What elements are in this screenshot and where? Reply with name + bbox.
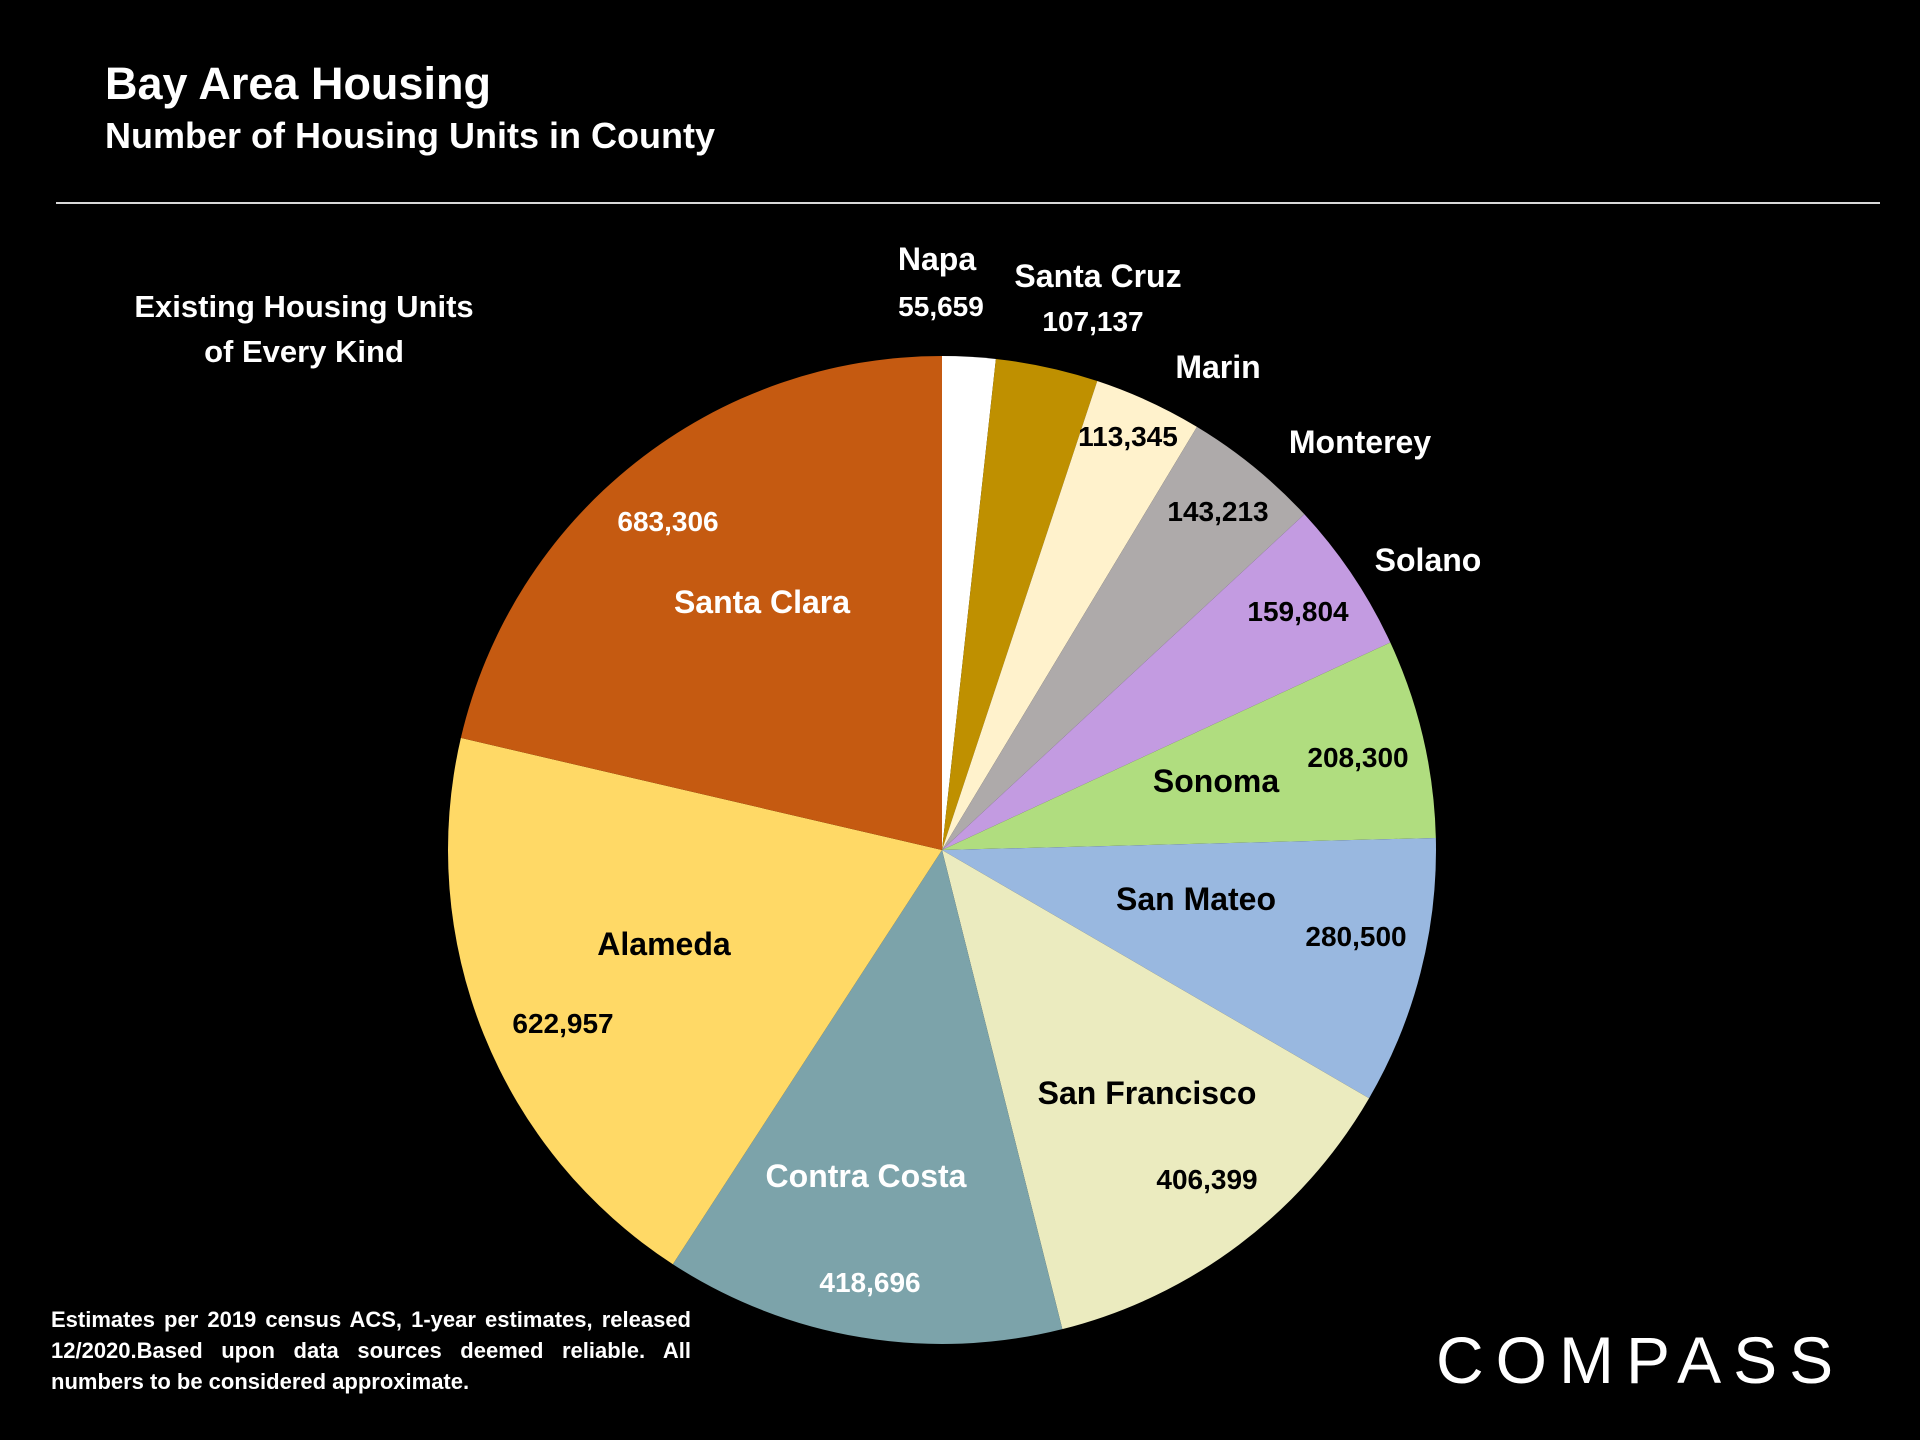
slice-label-marin: Marin (1175, 349, 1260, 385)
slice-label-alameda: Alameda (597, 926, 731, 962)
pie-slice-monterey (942, 426, 1305, 850)
page-title: Bay Area Housing (105, 58, 491, 109)
slice-label-solano: Solano (1375, 542, 1482, 578)
slice-label-san-francisco: San Francisco (1038, 1075, 1257, 1111)
slice-label-santa-clara: Santa Clara (674, 584, 850, 620)
slice-label-santa-cruz: Santa Cruz (1014, 258, 1181, 294)
slice-value-sonoma: 208,300 (1307, 742, 1408, 773)
chart-note-line-1: Existing Housing Units (134, 289, 474, 324)
slice-value-marin: 113,345 (1078, 421, 1178, 452)
slice-label-sonoma: Sonoma (1153, 763, 1279, 799)
slice-value-san-mateo: 280,500 (1305, 921, 1406, 952)
slice-value-monterey: 143,213 (1167, 496, 1268, 527)
pie-slice-sonoma (942, 642, 1436, 850)
pie-slice-contra-costa (672, 850, 1063, 1344)
slice-value-san-francisco: 406,399 (1156, 1164, 1257, 1195)
pie-slice-santa-clara (460, 356, 942, 850)
chart-note-line-2: of Every Kind (204, 334, 404, 369)
pie-slice-alameda (447, 737, 942, 1265)
slice-value-solano: 159,804 (1247, 596, 1349, 627)
pie-slice-santa-cruz (942, 358, 1098, 850)
source-footnote: Estimates per 2019 census ACS, 1-year es… (51, 1307, 691, 1394)
slice-value-napa: 55,659 (898, 291, 984, 322)
page-subtitle: Number of Housing Units in County (105, 115, 715, 156)
slice-value-alameda: 622,957 (512, 1008, 613, 1039)
chart-note: Existing Housing Units of Every Kind (100, 284, 508, 374)
pie-slice-san-mateo (942, 837, 1437, 1099)
header-divider (56, 202, 1880, 204)
pie-slice-marin (942, 381, 1197, 850)
slice-label-contra-costa: Contra Costa (766, 1158, 967, 1194)
slice-value-santa-cruz: 107,137 (1042, 306, 1143, 337)
slice-value-contra-costa: 418,696 (819, 1267, 920, 1298)
pie-slice-san-francisco (942, 850, 1370, 1330)
slice-label-monterey: Monterey (1289, 424, 1431, 460)
pie-slice-napa (942, 356, 996, 850)
compass-logo: COMPASS (1436, 1323, 1846, 1397)
slice-label-napa: Napa (898, 241, 976, 277)
slice-label-san-mateo: San Mateo (1116, 881, 1276, 917)
slice-value-santa-clara: 683,306 (617, 506, 718, 537)
pie-slice-solano (942, 514, 1391, 850)
